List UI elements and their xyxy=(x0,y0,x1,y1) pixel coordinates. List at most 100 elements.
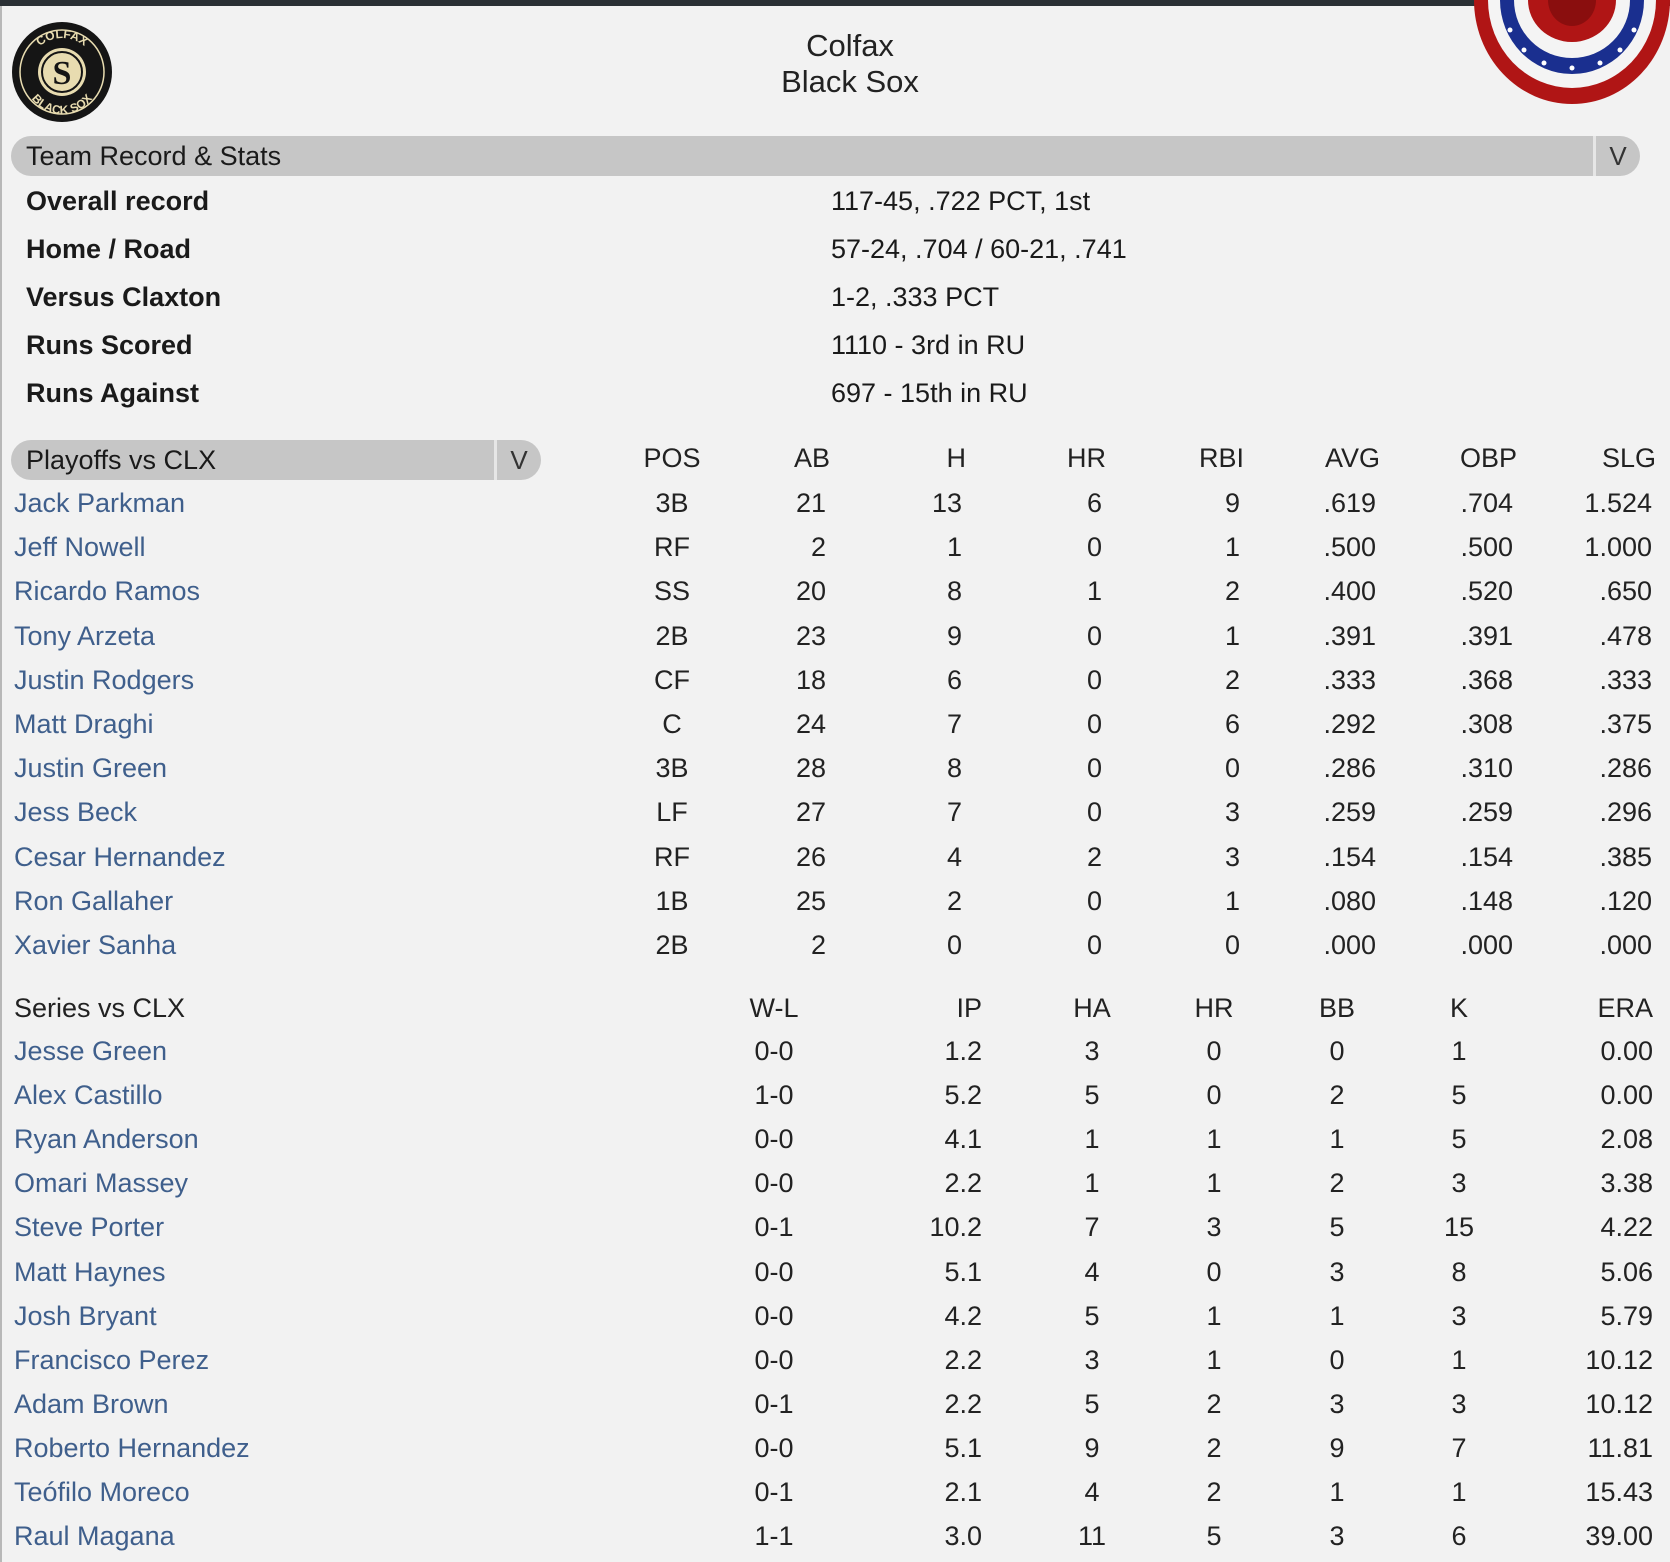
svg-text:COLFAX: COLFAX xyxy=(33,27,90,49)
pitching-stat-ip: 3.0 xyxy=(944,1521,982,1552)
pitching-stat-hr: 2 xyxy=(1206,1477,1222,1507)
pitching-stat-hr: 1 xyxy=(1206,1168,1222,1199)
pitching-column-header-hr[interactable]: HR xyxy=(1194,993,1234,1023)
batting-column-header-slg[interactable]: SLG xyxy=(1601,443,1656,473)
pitching-stat-w-l: 0-0 xyxy=(754,1168,794,1199)
batting-stat-rbi: 1 xyxy=(1224,620,1240,651)
pitching-stat-era: 10.12 xyxy=(1585,1388,1653,1419)
pitcher-name-link[interactable]: Jesse Green xyxy=(14,1036,168,1066)
batting-stat-pos: 1B xyxy=(655,885,689,916)
batting-stat-ab: 25 xyxy=(795,885,826,916)
pitcher-name-link[interactable]: Josh Bryant xyxy=(14,1300,157,1331)
chevron-down-icon[interactable]: V xyxy=(1593,136,1640,176)
pitching-stat-w-l: 0-1 xyxy=(754,1388,794,1419)
pitching-stat-k: 1 xyxy=(1451,1036,1467,1066)
team-name: Black Sox xyxy=(781,64,919,99)
pitching-column-header-ip[interactable]: IP xyxy=(956,993,982,1023)
batting-column-header-pos[interactable]: POS xyxy=(643,443,701,473)
pitching-column-header-w-l[interactable]: W-L xyxy=(749,993,799,1023)
batting-stat-obp: .154 xyxy=(1460,841,1513,872)
batting-stat-rbi: 0 xyxy=(1224,753,1240,784)
batting-stat-avg: .000 xyxy=(1323,930,1376,960)
record-label: Runs Scored xyxy=(26,330,193,360)
record-label: Home / Road xyxy=(26,234,192,264)
team-record-dropdown[interactable]: Team Record & Stats V xyxy=(11,136,1640,176)
batting-stat-pos: 2B xyxy=(655,930,689,960)
batting-stat-rbi: 3 xyxy=(1224,797,1240,828)
batter-name-link[interactable]: Ricardo Ramos xyxy=(14,576,201,607)
pitching-column-header-bb[interactable]: BB xyxy=(1318,993,1356,1023)
batting-column-header-ab[interactable]: AB xyxy=(793,443,830,473)
batting-column-header-rbi[interactable]: RBI xyxy=(1198,443,1244,473)
batter-name-link[interactable]: Jeff Nowell xyxy=(14,532,146,563)
pitching-stat-hr: 0 xyxy=(1206,1080,1222,1111)
batter-name-link[interactable]: Xavier Sanha xyxy=(14,930,177,960)
pitcher-name-link[interactable]: Ryan Anderson xyxy=(14,1124,199,1155)
batting-stat-hr: 2 xyxy=(1086,841,1102,872)
pitching-stat-ip: 1.2 xyxy=(944,1036,982,1066)
batting-stat-h: 9 xyxy=(946,620,962,651)
batting-stat-slg: .650 xyxy=(1599,576,1652,607)
batting-stat-ab: 23 xyxy=(795,620,826,651)
batter-name-link[interactable]: Ron Gallaher xyxy=(14,885,174,916)
pitcher-name-link[interactable]: Raul Magana xyxy=(14,1521,175,1552)
batting-stat-avg: .391 xyxy=(1323,620,1376,651)
pitching-stat-bb: 1 xyxy=(1329,1300,1345,1331)
batting-stat-pos: RF xyxy=(654,532,690,563)
pitching-stat-k: 1 xyxy=(1451,1477,1467,1507)
batting-stat-h: 6 xyxy=(946,664,962,695)
batter-name-link[interactable]: Jess Beck xyxy=(14,797,138,828)
pitching-stat-k: 5 xyxy=(1451,1124,1467,1155)
batting-stat-hr: 0 xyxy=(1086,532,1102,563)
pitcher-name-link[interactable]: Francisco Perez xyxy=(14,1344,210,1375)
batting-stat-ab: 24 xyxy=(795,709,826,739)
batter-name-link[interactable]: Jack Parkman xyxy=(14,488,186,518)
batter-name-link[interactable]: Tony Arzeta xyxy=(14,620,156,651)
pitcher-name-link[interactable]: Roberto Hernandez xyxy=(14,1432,250,1463)
record-value: 57-24, .704 / 60-21, .741 xyxy=(831,234,1127,264)
batting-split-label: Playoffs vs CLX xyxy=(26,445,217,475)
pitching-stat-bb: 1 xyxy=(1329,1124,1345,1155)
pitching-stat-ip: 2.2 xyxy=(944,1388,982,1419)
window-top-bar xyxy=(0,0,1670,6)
batting-stat-hr: 6 xyxy=(1086,488,1102,518)
batting-stat-avg: .154 xyxy=(1323,841,1376,872)
batter-name-link[interactable]: Matt Draghi xyxy=(14,709,154,739)
pitching-stat-era: 2.08 xyxy=(1600,1124,1653,1155)
pitcher-name-link[interactable]: Omari Massey xyxy=(14,1168,189,1199)
batting-stat-slg: .333 xyxy=(1599,664,1652,695)
batting-column-header-avg[interactable]: AVG xyxy=(1324,443,1380,473)
batter-name-link[interactable]: Justin Green xyxy=(14,753,168,784)
pitcher-name-link[interactable]: Teófilo Moreco xyxy=(14,1477,190,1507)
pitching-stat-w-l: 0-0 xyxy=(754,1124,794,1155)
pitching-column-header-era[interactable]: ERA xyxy=(1597,993,1653,1023)
batter-name-link[interactable]: Cesar Hernandez xyxy=(14,841,226,872)
pitching-stat-ip: 2.2 xyxy=(944,1344,982,1375)
batting-column-header-hr[interactable]: HR xyxy=(1067,443,1106,473)
pitching-stat-bb: 3 xyxy=(1329,1256,1345,1287)
pitcher-name-link[interactable]: Matt Haynes xyxy=(14,1256,166,1287)
pitching-stat-ha: 1 xyxy=(1084,1168,1100,1199)
pitching-stat-bb: 3 xyxy=(1329,1521,1345,1552)
batter-name-link[interactable]: Justin Rodgers xyxy=(14,664,195,695)
pitcher-name-link[interactable]: Alex Castillo xyxy=(14,1080,163,1111)
chevron-down-icon[interactable]: V xyxy=(494,440,541,480)
pitching-column-header-k[interactable]: K xyxy=(1449,993,1468,1023)
pitching-stat-era: 39.00 xyxy=(1585,1521,1653,1552)
batting-stat-h: 0 xyxy=(946,930,962,960)
batting-stat-pos: RF xyxy=(654,841,690,872)
batting-stat-ab: 2 xyxy=(810,930,826,960)
pitcher-name-link[interactable]: Adam Brown xyxy=(14,1388,169,1419)
batting-split-dropdown[interactable]: Playoffs vs CLX V xyxy=(11,440,541,480)
batting-column-header-h[interactable]: H xyxy=(946,443,967,473)
batting-stat-ab: 27 xyxy=(795,797,826,828)
pitching-column-header-ha[interactable]: HA xyxy=(1073,993,1111,1023)
pitching-stat-era: 0.00 xyxy=(1600,1036,1653,1066)
bunting-decoration xyxy=(1474,0,1670,104)
pitching-stat-hr: 1 xyxy=(1206,1300,1222,1331)
pitcher-name-link[interactable]: Steve Porter xyxy=(14,1212,165,1243)
team-city: Colfax xyxy=(806,28,894,63)
batting-stat-ab: 20 xyxy=(795,576,826,607)
pitching-stat-era: 3.38 xyxy=(1600,1168,1653,1199)
batting-column-header-obp[interactable]: OBP xyxy=(1459,443,1517,473)
